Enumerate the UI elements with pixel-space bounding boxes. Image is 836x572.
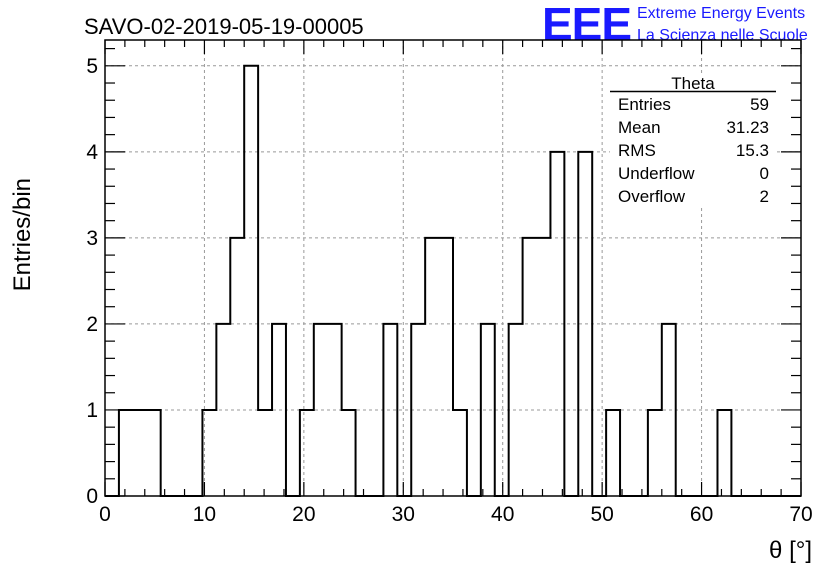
x-tick-label: 60: [690, 503, 713, 526]
stats-row-label: Mean: [618, 118, 661, 137]
stats-row-value: 2: [760, 187, 769, 206]
x-tick-label: 30: [392, 503, 415, 526]
chart-title: SAVO-02-2019-05-19-00005: [84, 14, 364, 39]
y-tick-label: 0: [86, 485, 98, 508]
stats-title: Theta: [671, 74, 715, 93]
x-tick-label: 20: [292, 503, 315, 526]
y-tick-label: 3: [86, 227, 98, 250]
stats-row-value: 59: [750, 95, 769, 114]
eee-logo-line2: La Scienza nelle Scuole: [637, 27, 808, 44]
stats-row-value: 31.23: [726, 118, 769, 137]
histogram-outline: [105, 64, 801, 497]
stats-row-label: Overflow: [618, 187, 686, 206]
y-axis-label: Entries/bin: [9, 178, 36, 291]
y-tick-label: 4: [86, 141, 98, 164]
y-tick-labels: 0 1 2 3 4 5: [86, 55, 98, 508]
x-tick-labels: 0 10 20 30 40 50 60 70: [99, 503, 813, 526]
stats-box: Theta Entries 59 Mean 31.23 RMS 15.3 Underflow…: [610, 74, 776, 208]
y-tick-label: 1: [86, 399, 98, 422]
stats-row-value: 15.3: [736, 141, 769, 160]
x-axis-label: θ [°]: [769, 537, 812, 564]
x-tick-label: 0: [99, 503, 111, 526]
plot-frame: [104, 39, 802, 497]
stats-row-label: Underflow: [618, 164, 695, 183]
axis-ticks: [104, 40, 802, 497]
x-tick-label: 10: [193, 503, 216, 526]
stats-row-label: RMS: [618, 141, 656, 160]
eee-logo-line1: Extreme Energy Events: [637, 5, 805, 22]
stats-box-background: [610, 76, 776, 208]
stats-rows: Entries 59 Mean 31.23 RMS 15.3 Underflow 0 Overf…: [618, 95, 769, 206]
stats-row-value: 0: [760, 164, 769, 183]
x-tick-label: 40: [491, 503, 514, 526]
y-tick-label: 5: [86, 55, 98, 78]
eee-logo-mark: EEE: [542, 0, 631, 50]
y-tick-label: 2: [86, 313, 98, 336]
x-tick-label: 70: [789, 503, 812, 526]
stats-row-label: Entries: [618, 95, 671, 114]
x-tick-label: 50: [590, 503, 613, 526]
